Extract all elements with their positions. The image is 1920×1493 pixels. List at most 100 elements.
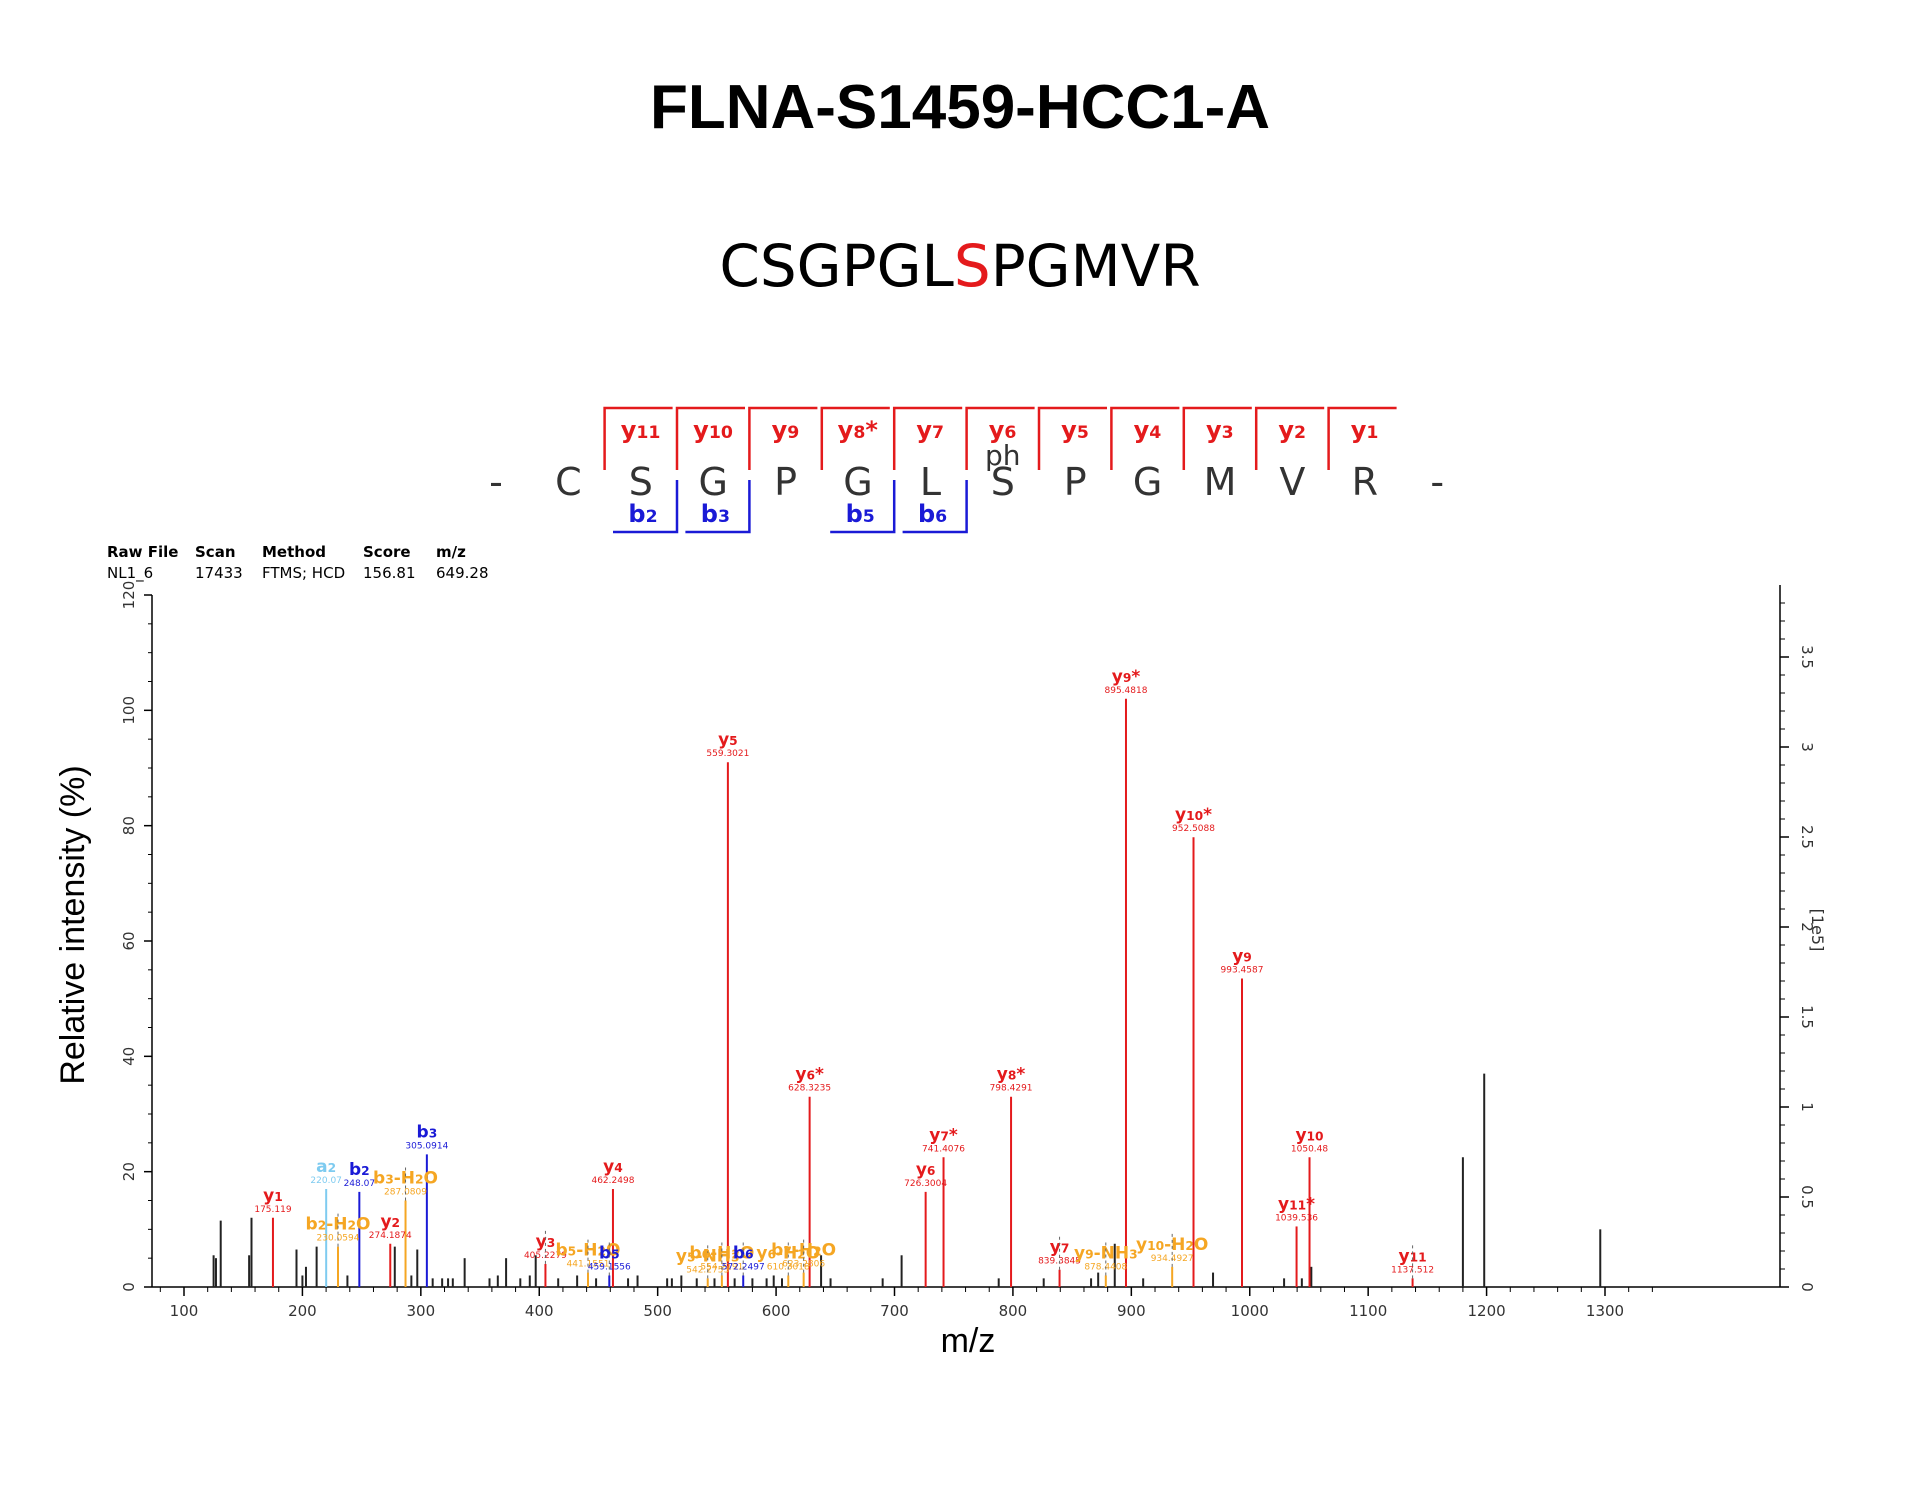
peak-mz-label: 895.4818 — [1105, 686, 1148, 696]
x-tick-label: 1100 — [1349, 1302, 1387, 1320]
x-tick-label: 600 — [762, 1302, 791, 1320]
peak-mz-label: 274.1874 — [369, 1231, 412, 1241]
x-tick-label: 200 — [288, 1302, 317, 1320]
y-tick-label: 100 — [120, 696, 138, 725]
y-tick-label: 120 — [120, 581, 138, 610]
y-ion-bracket — [1327, 406, 1397, 470]
y-ion-bracket — [675, 406, 745, 470]
peak-ion-label: y10 — [1295, 1125, 1323, 1145]
peak-mz-label: 248.07 — [344, 1179, 376, 1189]
page-title: FLNA-S1459-HCC1-A — [649, 73, 1271, 142]
phospho-mod-label: ph — [985, 439, 1021, 472]
y-axis-label: Relative intensity (%) — [54, 765, 92, 1084]
peak-ion-label: b6 — [733, 1243, 754, 1263]
y-ion-bracket — [965, 406, 1035, 470]
peak-ion-label: y7* — [929, 1125, 958, 1145]
peak-ion-label: y8* — [997, 1065, 1026, 1085]
peak-ion-label: b7-H2O — [771, 1241, 836, 1261]
peak-ion-label: y6 — [916, 1160, 936, 1180]
y-tick-label: 40 — [120, 1047, 138, 1066]
peak-ion-label: b6-H2O — [689, 1243, 754, 1263]
x-tick-label: 800 — [999, 1302, 1028, 1320]
y-ion-label: y5 — [1061, 416, 1089, 444]
x-axis-label: m/z — [941, 1322, 996, 1360]
y2-tick-label: 3 — [1798, 742, 1816, 752]
info-header: m/z — [436, 543, 466, 561]
info-header: Score — [363, 543, 411, 561]
y2-axis-label: [1e5] — [1808, 909, 1827, 952]
peak-mz-label: 628.3235 — [788, 1084, 831, 1094]
b-ion-label: b6 — [918, 500, 947, 528]
sequence-residue: G — [1133, 460, 1162, 504]
peak-ion-label: y5 — [718, 730, 738, 750]
peak-ion-label: b5-H2O — [556, 1241, 621, 1261]
y2-tick-label: 3.5 — [1798, 645, 1816, 669]
sequence-residue: S — [629, 460, 653, 504]
sequence-residue: M — [1204, 460, 1237, 504]
y-ion-label: y10 — [693, 416, 733, 444]
x-tick-label: 1200 — [1467, 1302, 1505, 1320]
peak-ion-label: y11 — [1399, 1246, 1427, 1266]
info-value: 156.81 — [363, 564, 416, 582]
b-ion-bracket — [685, 480, 751, 534]
b-ion-label: b3 — [701, 500, 730, 528]
y2-tick-label: 2 — [1798, 922, 1816, 932]
peak-mz-label: 952.5088 — [1172, 824, 1215, 834]
y-ion-label: y9 — [772, 416, 800, 444]
peak-ion-label: y6* — [795, 1065, 824, 1085]
y-ion-label: y4 — [1134, 416, 1162, 444]
info-header: Method — [262, 543, 326, 561]
peak-ion-label: y10-H2O — [1136, 1235, 1208, 1255]
peak-ion-label: a2 — [316, 1157, 336, 1177]
y-tick-label: 20 — [120, 1162, 138, 1181]
sequence-residue: P — [1064, 460, 1087, 504]
y-ion-bracket — [820, 406, 890, 470]
y2-tick-label: 0.5 — [1798, 1185, 1816, 1209]
b-ion-label: b2 — [628, 500, 657, 528]
sequence-residue: V — [1279, 460, 1305, 504]
y2-tick-label: 0 — [1798, 1282, 1816, 1292]
peak-mz-label: 1050.48 — [1291, 1144, 1328, 1154]
peak-ion-label: y6-H2O — [756, 1243, 820, 1263]
x-tick-label: 900 — [1117, 1302, 1146, 1320]
spectrum-peaks — [212, 698, 1602, 1287]
peak-ion-label: y2 — [380, 1212, 400, 1232]
peak-mz-label: 993.4587 — [1221, 965, 1264, 975]
peak-mz-label: 726.3004 — [904, 1179, 947, 1189]
peak-mz-label: 175.119 — [254, 1205, 291, 1215]
x-tick-label: 1000 — [1231, 1302, 1269, 1320]
x-tick-label: 300 — [407, 1302, 436, 1320]
info-table: Raw File Scan Method Score m/z NL1_6 17433 FTMS… — [107, 543, 489, 583]
y-ion-bracket — [1254, 406, 1325, 470]
peak-ion-label: b2-H2O — [306, 1215, 371, 1235]
b-ion-bracket — [830, 480, 896, 534]
y-ion-label: y6 — [989, 416, 1017, 444]
peak-ion-label: y9 — [1232, 946, 1252, 966]
peak-ion-label: y1 — [263, 1186, 283, 1206]
phospho-site-residue: S — [953, 232, 991, 300]
y-ion-label: y2 — [1278, 416, 1306, 444]
y-tick-label: 0 — [120, 1282, 138, 1292]
info-header: Scan — [195, 543, 236, 561]
peak-ion-label: b2 — [349, 1160, 370, 1180]
peak-ion-label: y7 — [1050, 1238, 1070, 1258]
info-value: NL1_6 — [107, 564, 153, 583]
b-ion-bracket — [902, 480, 968, 534]
b-ion-bracket — [613, 480, 679, 534]
info-value: 17433 — [195, 564, 243, 582]
y-ion-bracket — [1182, 406, 1252, 470]
y-ion-bracket — [748, 406, 818, 470]
sequence-residue: P — [774, 460, 797, 504]
sequence-residue: R — [1352, 460, 1378, 504]
peak-ion-label: y3 — [536, 1232, 556, 1252]
peak-mz-label: 559.3021 — [706, 749, 749, 759]
info-value: 649.28 — [436, 564, 489, 582]
y-ion-label: y3 — [1206, 416, 1234, 444]
peak-labels: 175.119y1220.07a2230.0594b2-H2O248.07b22… — [254, 667, 1434, 1279]
y-ion-label: y1 — [1351, 416, 1379, 444]
x-tick-label: 100 — [170, 1302, 199, 1320]
y-ion-label: y8* — [838, 416, 879, 444]
x-tick-label: 1300 — [1586, 1302, 1624, 1320]
